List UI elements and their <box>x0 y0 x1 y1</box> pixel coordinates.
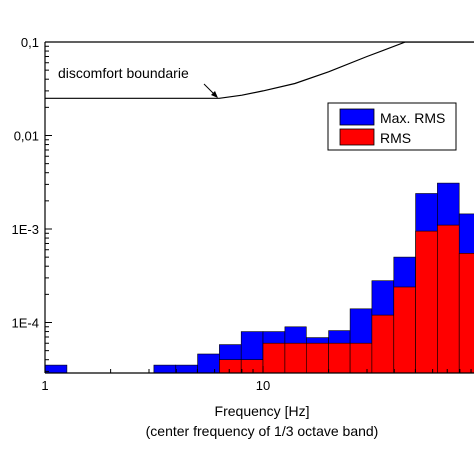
bars-group <box>45 182 474 373</box>
axes-group: 0,1 0,01 1E-3 1E-4 1 10 <box>12 35 474 393</box>
bar-rms-2 <box>262 342 286 373</box>
discomfort-boundary-line <box>45 42 474 99</box>
bar-max-rms-0 <box>45 364 68 373</box>
x-axis-note: (center frequency of 1/3 octave band) <box>146 423 379 439</box>
legend-label-rms: RMS <box>380 130 411 146</box>
bar-rms-0 <box>219 359 242 373</box>
legend-swatch-rms <box>339 128 375 146</box>
x-tick-label-0: 1 <box>41 378 48 393</box>
annotation-arrow-head <box>211 91 218 98</box>
bar-rms-8 <box>393 286 416 373</box>
y-tick-label-3: 1E-4 <box>12 316 39 331</box>
bar-max-rms-3 <box>197 353 220 373</box>
y-tick-label-0: 0,1 <box>21 35 39 50</box>
annotation-label: discomfort boundarie <box>58 65 189 81</box>
annotation-group: discomfort boundarie <box>58 65 218 98</box>
discomfort-boundary-group <box>45 42 474 99</box>
bar-rms-5 <box>328 342 351 373</box>
bar-rms-7 <box>371 314 394 373</box>
y-tick-label-1: 0,01 <box>14 129 39 144</box>
x-tick-label-1: 10 <box>256 378 270 393</box>
bar-rms-1 <box>240 359 264 373</box>
legend: Max. RMS RMS <box>327 102 457 151</box>
bar-rms-11 <box>458 253 474 373</box>
bar-rms-4 <box>305 342 329 373</box>
bar-max-rms-1 <box>153 364 176 373</box>
bar-rms-10 <box>437 224 460 373</box>
bar-rms-9 <box>415 230 438 373</box>
bar-rms-6 <box>349 342 373 373</box>
y-tick-label-2: 1E-3 <box>12 222 39 237</box>
legend-label-max-rms: Max. RMS <box>380 110 445 126</box>
legend-swatch-max-rms <box>339 108 375 126</box>
bar-max-rms-2 <box>175 364 198 373</box>
x-axis-label: Frequency [Hz] <box>215 403 310 419</box>
bar-rms-3 <box>284 342 307 373</box>
